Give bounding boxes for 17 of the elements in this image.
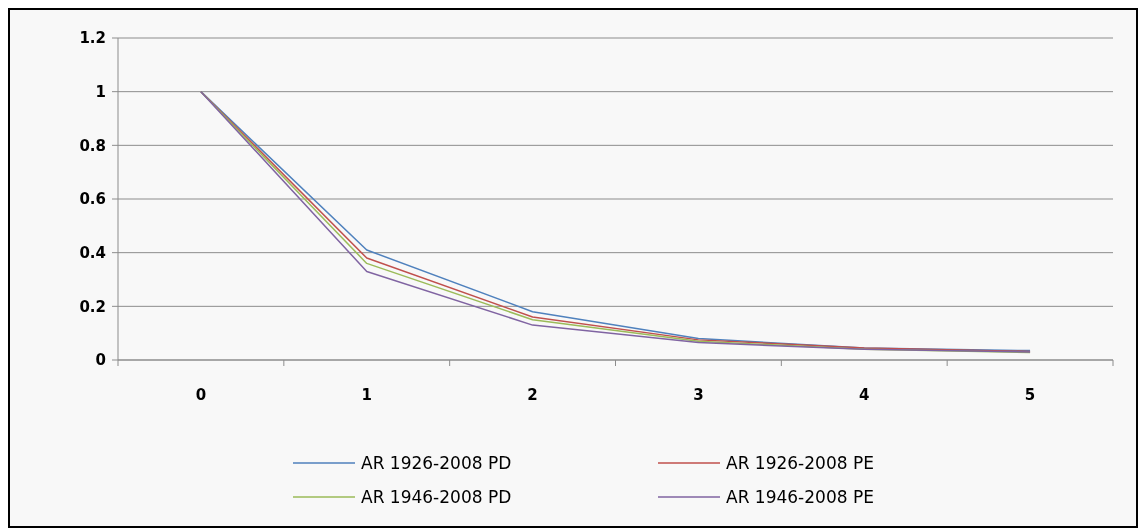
legend-label: AR 1946-2008 PD [361,486,512,507]
legend-label: AR 1926-2008 PD [361,452,512,473]
y-tick-label: 0.4 [79,243,106,262]
y-tick-label: 0.2 [79,297,106,316]
legend-label: AR 1926-2008 PE [726,452,874,473]
x-tick-label: 5 [1024,386,1036,404]
y-tick-label: 1 [95,82,106,101]
y-tick-label: 0 [95,351,106,370]
x-tick-label: 3 [693,386,704,404]
legend-label: AR 1946-2008 PE [726,486,874,507]
y-tick-label: 0.8 [79,136,106,155]
x-tick-label: 1 [361,386,372,404]
y-tick-label: 1.2 [79,29,106,48]
y-tick-label: 0.6 [79,190,106,209]
x-tick-label: 2 [527,386,538,404]
x-tick-label: 4 [859,386,870,404]
x-tick-label: 0 [195,386,207,404]
